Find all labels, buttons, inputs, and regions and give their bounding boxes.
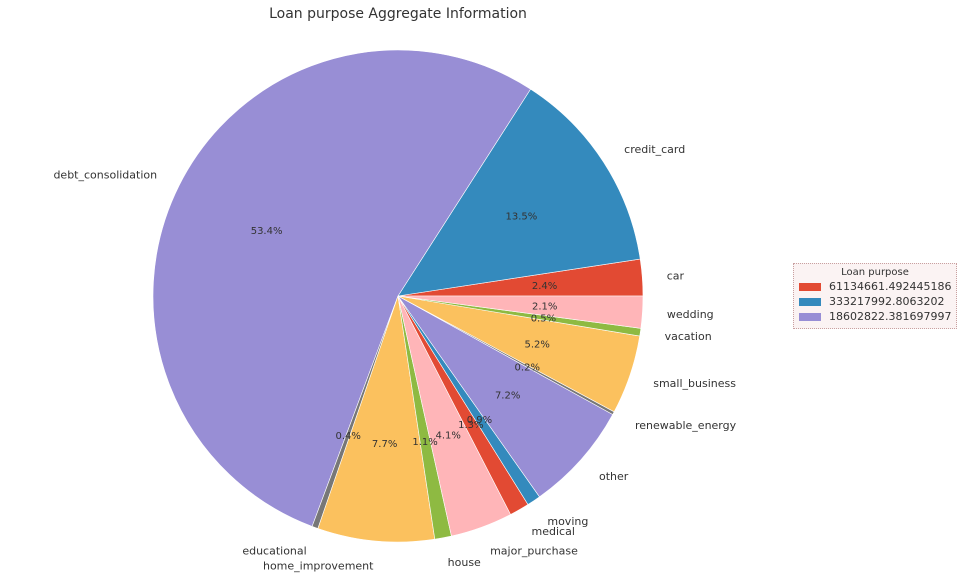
slice-percent: 2.4% [532,281,557,292]
pie-labels: car 2.4% credit_card 13.5% debt_consolidatio… [53,143,736,573]
slice-label: small_business [653,377,736,390]
slice-label: major_purchase [490,544,578,557]
slice-label: vacation [665,330,712,343]
slice-label: renewable_energy [635,419,737,432]
slice-label: medical [532,525,575,538]
slice-percent: 7.2% [495,390,520,401]
slice-label: house [448,556,481,569]
legend-swatch [799,283,821,291]
slice-percent: 0.2% [515,362,540,373]
slice-percent: 53.4% [251,226,283,237]
legend-swatch [799,313,821,321]
legend-label: 333217992.8063202 [829,295,945,308]
legend: Loan purpose 61134661.492445186 33321799… [793,263,957,329]
slice-label: home_improvement [263,559,374,572]
slice-percent: 7.7% [372,439,397,450]
slice-percent: 0.4% [336,431,361,442]
pie-slice-home-improvement [317,295,436,543]
chart-title: Loan purpose Aggregate Information [269,6,527,22]
slice-percent: 1.3% [458,420,483,431]
slice-label: debt_consolidation [53,169,157,182]
pie-slices [152,49,644,543]
slice-label: car [667,270,685,283]
slice-percent: 5.2% [525,339,550,350]
slice-percent: 4.1% [436,431,461,442]
slice-label: other [599,470,629,483]
legend-label: 18602822.381697997 [829,310,952,323]
slice-label: wedding [667,308,714,321]
slice-percent: 1.1% [412,437,437,448]
pie-slice-debt-consolidation [152,49,531,527]
legend-swatch [799,298,821,306]
slice-percent: 2.1% [532,302,557,313]
slice-label: educational [242,545,306,558]
slice-percent: 0.5% [531,314,556,325]
slice-label: credit_card [624,143,685,156]
legend-title: Loan purpose [841,267,909,278]
pie-slice-credit-card [397,88,641,297]
pie-slice-other [397,295,614,498]
legend-label: 61134661.492445186 [829,280,952,293]
slice-percent: 13.5% [505,212,537,223]
slice-label: moving [547,515,588,528]
slice-percent: 0.9% [467,415,492,426]
pie-slice-wedding [397,295,644,329]
